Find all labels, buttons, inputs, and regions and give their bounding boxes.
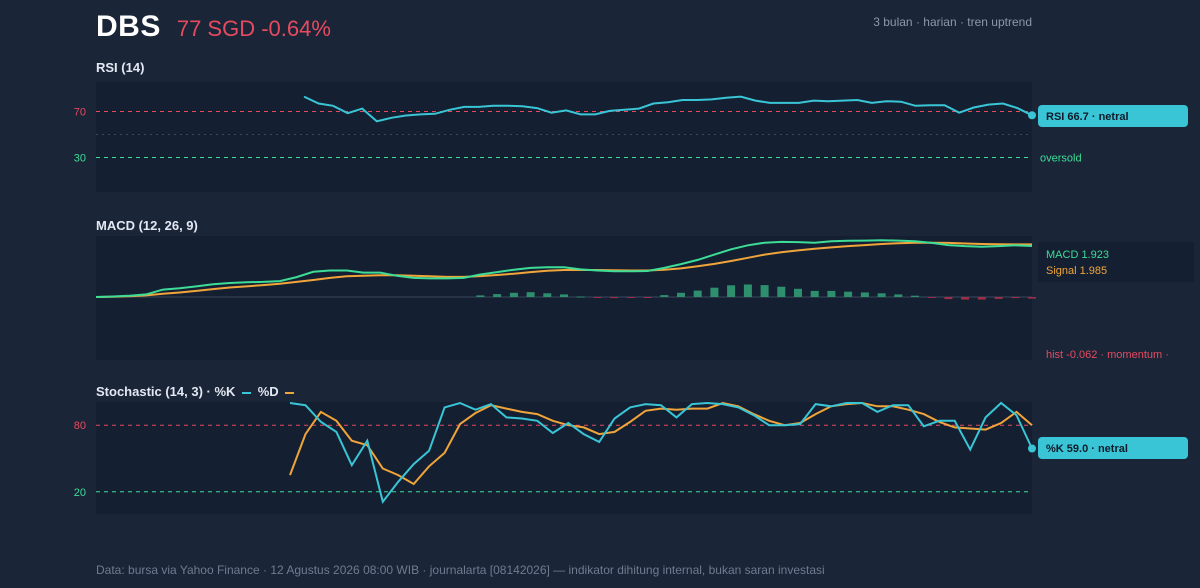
stoch-panel-bg [96,402,1032,514]
macd-hist-bar [743,284,752,297]
macd-hist-bar [777,286,786,297]
macd-hist-bar [911,295,919,297]
macd-hist-bar [877,293,886,297]
macd-legend-signal: Signal 1.985 [1046,265,1107,277]
stoch-title: Stochastic (14, 3) · %K %D [96,384,295,399]
macd-hist-bar [660,295,669,297]
stoch-tick-20: 20 [74,487,86,499]
macd-hist-bar [844,291,853,297]
k-legend-swatch [242,391,252,394]
macd-hist-bar [944,297,953,300]
macd-hist-bar [509,292,518,297]
macd-legend-macd: MACD 1.923 [1046,249,1109,261]
macd-hist-bar [1011,297,1020,299]
stoch-tag-bg [1038,437,1188,459]
macd-hist-bar [543,293,552,297]
stoch-d-label: %D [257,384,279,399]
rsi-tick-30: 30 [74,153,86,165]
footer-note: Data: bursa via Yahoo Finance · 12 Agust… [96,563,825,577]
macd-hist-bar [1028,297,1036,299]
macd-hist-bar [476,295,485,297]
macd-hist-bar [710,287,719,297]
macd-hist-bar [576,296,585,298]
rsi-oversold-label: oversold [1040,153,1082,165]
macd-hist-bar [626,297,635,298]
macd-hist-bar [894,294,903,297]
rsi-line [303,95,1033,123]
stoch-k-line [289,401,1033,505]
rsi-title: RSI (14) [96,60,145,75]
d-legend-swatch [285,391,295,394]
stoch-last-point [1028,444,1036,453]
rsi-panel-bg [96,82,1032,192]
macd-hist-label: hist -0.062 · momentum · [1046,349,1169,361]
macd-hist-bar [560,294,568,297]
header: DBS 77 SGD -0.64% [96,10,331,44]
price-change: 77 SGD -0.64% [176,16,331,41]
macd-hist-bar [593,297,602,298]
stoch-tag-text: %K 59.0 · netral [1046,443,1128,455]
macd-hist-bar [643,297,652,298]
macd-hist-bar [610,297,619,299]
macd-panel-bg [96,236,1032,360]
macd-hist-bar [526,292,535,297]
macd-hist-bar [810,290,819,297]
stoch-d-line [289,401,1033,486]
macd-hist-bar [693,290,702,297]
macd-legend-bg [1038,242,1194,282]
stoch-tick-80: 80 [74,420,86,432]
macd-line [95,239,1033,298]
rsi-tag-text: RSI 66.7 · netral [1046,111,1129,123]
macd-hist-bar [977,297,986,300]
chart-meta: 3 bulan · harian · tren uptrend [873,15,1032,29]
macd-hist-bar [827,290,836,297]
macd-hist-bar [860,292,869,297]
ticker-symbol: DBS [96,10,161,43]
rsi-tick-70: 70 [74,107,86,119]
macd-hist-bar [677,292,685,297]
macd-hist-bar [927,297,936,298]
macd-hist-bar [727,285,736,297]
macd-hist-bar [994,297,1003,299]
rsi-last-point [1028,111,1036,120]
macd-hist-bar [493,294,502,297]
stoch-title-text: Stochastic (14, 3) · %K [96,384,236,399]
macd-hist-bar [961,297,970,300]
macd-hist-bar [794,288,802,297]
macd-title: MACD (12, 26, 9) [96,218,198,233]
signal-line [95,241,1032,298]
rsi-tag-bg [1038,105,1188,127]
macd-hist-bar [760,285,769,297]
